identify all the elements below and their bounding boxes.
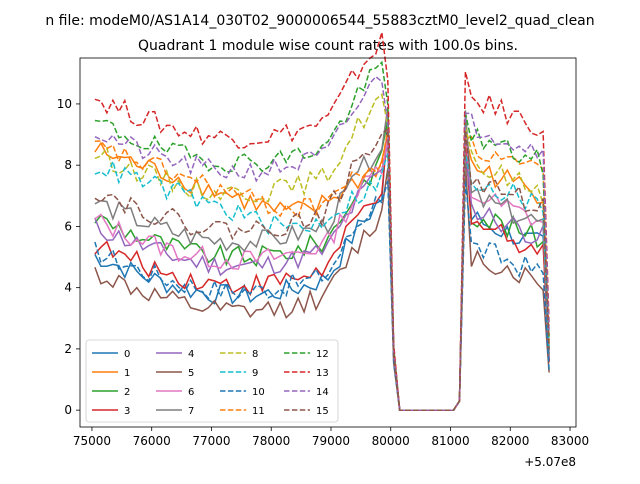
legend-label-5: 5 bbox=[188, 368, 194, 379]
series-line-11 bbox=[94, 128, 550, 411]
chart-title: Quadrant 1 module wise count rates with … bbox=[138, 38, 518, 54]
legend-label-15: 15 bbox=[316, 406, 329, 417]
x-offset-label: +5.07e8 bbox=[524, 455, 576, 469]
x-tick-label: 80000 bbox=[372, 434, 410, 448]
series-line-7 bbox=[94, 107, 550, 411]
plot-frame bbox=[79, 57, 577, 428]
series-line-2 bbox=[94, 119, 550, 411]
legend-box bbox=[85, 339, 339, 423]
legend-label-9: 9 bbox=[252, 368, 258, 379]
y-tick-label: 10 bbox=[57, 97, 72, 111]
legend-label-10: 10 bbox=[252, 387, 265, 398]
legend-label-7: 7 bbox=[188, 406, 194, 417]
legend-label-12: 12 bbox=[316, 349, 329, 360]
legend-label-11: 11 bbox=[252, 406, 265, 417]
y-axis: 0 2 4 6 8 10 bbox=[57, 97, 80, 417]
legend-label-1: 1 bbox=[124, 368, 130, 379]
legend-label-3: 3 bbox=[124, 406, 130, 417]
x-tick-label: 79000 bbox=[312, 434, 350, 448]
legend-label-6: 6 bbox=[188, 387, 194, 398]
series-line-14 bbox=[94, 75, 550, 411]
x-tick-label: 77000 bbox=[192, 434, 230, 448]
y-tick-label: 0 bbox=[64, 403, 72, 417]
legend-label-8: 8 bbox=[252, 349, 258, 360]
legend-label-2: 2 bbox=[124, 387, 130, 398]
x-tick-label: 82000 bbox=[491, 434, 529, 448]
y-tick-label: 2 bbox=[64, 342, 72, 356]
series-line-10 bbox=[94, 179, 550, 411]
series-layer bbox=[94, 32, 550, 411]
x-tick-label: 83000 bbox=[551, 434, 589, 448]
series-line-5 bbox=[94, 161, 550, 411]
series-line-13 bbox=[94, 32, 550, 411]
series-line-15 bbox=[94, 127, 550, 411]
y-tick-label: 8 bbox=[64, 158, 72, 172]
x-tick-label: 78000 bbox=[252, 434, 290, 448]
x-tick-label: 75000 bbox=[73, 434, 111, 448]
series-line-3 bbox=[94, 128, 550, 411]
x-tick-label: 81000 bbox=[431, 434, 469, 448]
series-line-12 bbox=[94, 60, 550, 411]
legend-label-4: 4 bbox=[188, 349, 194, 360]
x-tick-label: 76000 bbox=[133, 434, 171, 448]
legend-label-13: 13 bbox=[316, 368, 329, 379]
figure-suptitle: n file: modeM0/AS1A14_030T02_9000006544_… bbox=[45, 13, 594, 29]
y-tick-label: 4 bbox=[64, 281, 72, 295]
series-line-4 bbox=[94, 143, 550, 411]
legend-label-0: 0 bbox=[124, 349, 130, 360]
series-line-6 bbox=[94, 129, 550, 411]
y-tick-label: 6 bbox=[64, 219, 72, 233]
legend-label-14: 14 bbox=[316, 387, 329, 398]
x-axis: 75000 76000 77000 78000 79000 80000 81000 82000… bbox=[73, 427, 589, 448]
